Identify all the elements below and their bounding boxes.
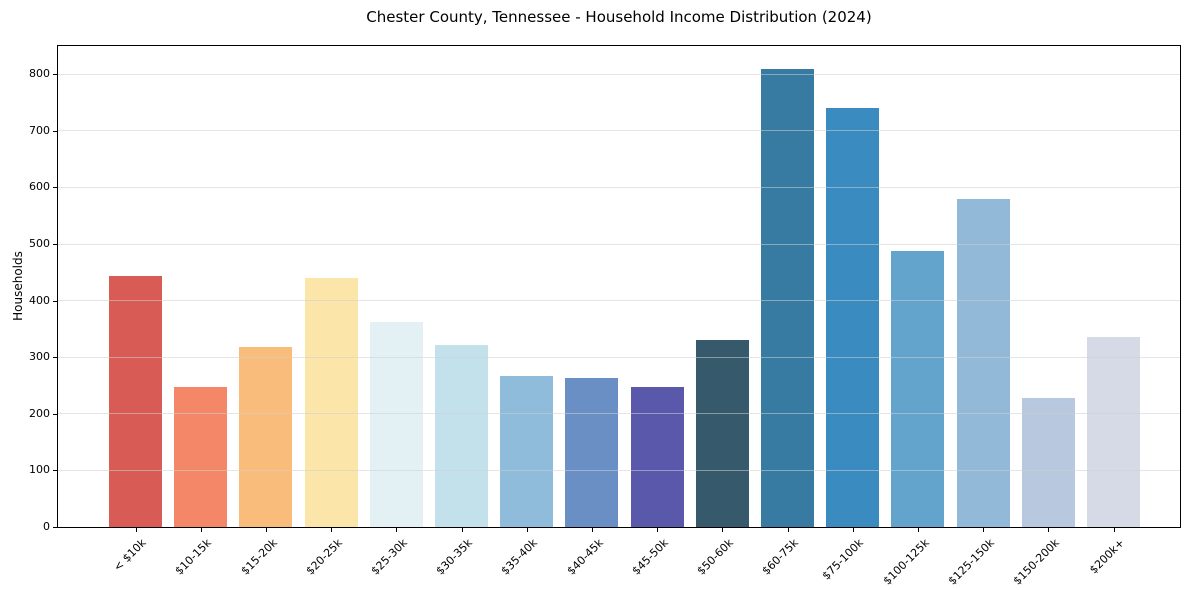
x-tick xyxy=(461,528,463,532)
y-tick-label: 200 xyxy=(29,406,50,420)
x-tick-label: < $10k xyxy=(111,536,149,574)
x-tick-label: $10-15k xyxy=(172,536,215,578)
x-tick xyxy=(331,528,333,532)
x-tick xyxy=(852,528,854,532)
x-tick xyxy=(657,528,659,532)
y-tick xyxy=(53,470,57,472)
x-tick-label: $20-25k xyxy=(303,536,345,578)
y-tick-label: 0 xyxy=(43,520,50,533)
x-tick xyxy=(917,528,919,532)
bar xyxy=(435,345,488,527)
x-tick xyxy=(983,528,985,532)
bar xyxy=(369,322,423,527)
bar xyxy=(826,107,880,527)
x-tick xyxy=(200,528,202,532)
x-tick-label: $15-20k xyxy=(238,536,280,578)
x-tick xyxy=(396,528,398,532)
bar xyxy=(565,378,619,527)
bar xyxy=(761,68,814,527)
y-tick xyxy=(53,244,57,246)
bar xyxy=(239,347,293,527)
x-tick-label: $30-35k xyxy=(433,536,475,578)
bar xyxy=(1021,397,1075,527)
y-tick xyxy=(53,187,57,189)
y-tick-label: 100 xyxy=(29,463,50,477)
bar xyxy=(174,387,228,527)
bar xyxy=(630,386,684,527)
x-tick-label: $60-75k xyxy=(759,536,801,578)
x-tick-label: $40-45k xyxy=(564,536,606,578)
x-tick-label: $200k+ xyxy=(1086,536,1127,577)
y-tick xyxy=(53,130,57,132)
x-tick xyxy=(526,528,528,532)
y-tick-label: 300 xyxy=(29,350,50,364)
bars-layer xyxy=(58,46,1180,527)
x-tick xyxy=(787,528,789,532)
y-tick xyxy=(53,527,57,528)
x-tick xyxy=(1113,528,1115,532)
bar xyxy=(891,251,945,527)
chart-title: Chester County, Tennessee - Household In… xyxy=(366,8,872,26)
y-tick-label: 800 xyxy=(29,67,50,81)
x-tick-label: $25-30k xyxy=(368,536,410,578)
y-tick-label: 500 xyxy=(29,237,50,251)
bar xyxy=(109,276,162,527)
x-tick xyxy=(135,528,137,532)
x-tick xyxy=(591,528,593,532)
x-tick xyxy=(1048,528,1050,532)
y-tick-label: 600 xyxy=(29,180,50,194)
x-tick-label: $100-125k xyxy=(880,536,932,588)
y-tick xyxy=(53,357,57,359)
x-tick xyxy=(265,528,267,532)
bar xyxy=(695,340,749,527)
x-tick-label: $150-200k xyxy=(1010,536,1062,588)
x-tick-label: $35-40k xyxy=(498,536,541,578)
bar xyxy=(500,375,554,527)
y-tick xyxy=(53,300,57,302)
x-tick-label: $45-50k xyxy=(629,536,671,578)
x-tick-label: $125-150k xyxy=(945,536,997,588)
y-tick-label: 400 xyxy=(29,293,50,307)
x-tick xyxy=(722,528,724,532)
y-axis-label: Households xyxy=(11,251,25,321)
y-tick xyxy=(53,413,57,415)
bar xyxy=(304,278,358,527)
bar xyxy=(1087,336,1140,527)
y-tick-label: 700 xyxy=(29,123,50,137)
plot-area xyxy=(57,45,1181,528)
bar xyxy=(956,198,1010,527)
x-tick-label: $75-100k xyxy=(819,536,867,583)
x-tick-label: $50-60k xyxy=(694,536,736,578)
y-tick xyxy=(53,74,57,76)
